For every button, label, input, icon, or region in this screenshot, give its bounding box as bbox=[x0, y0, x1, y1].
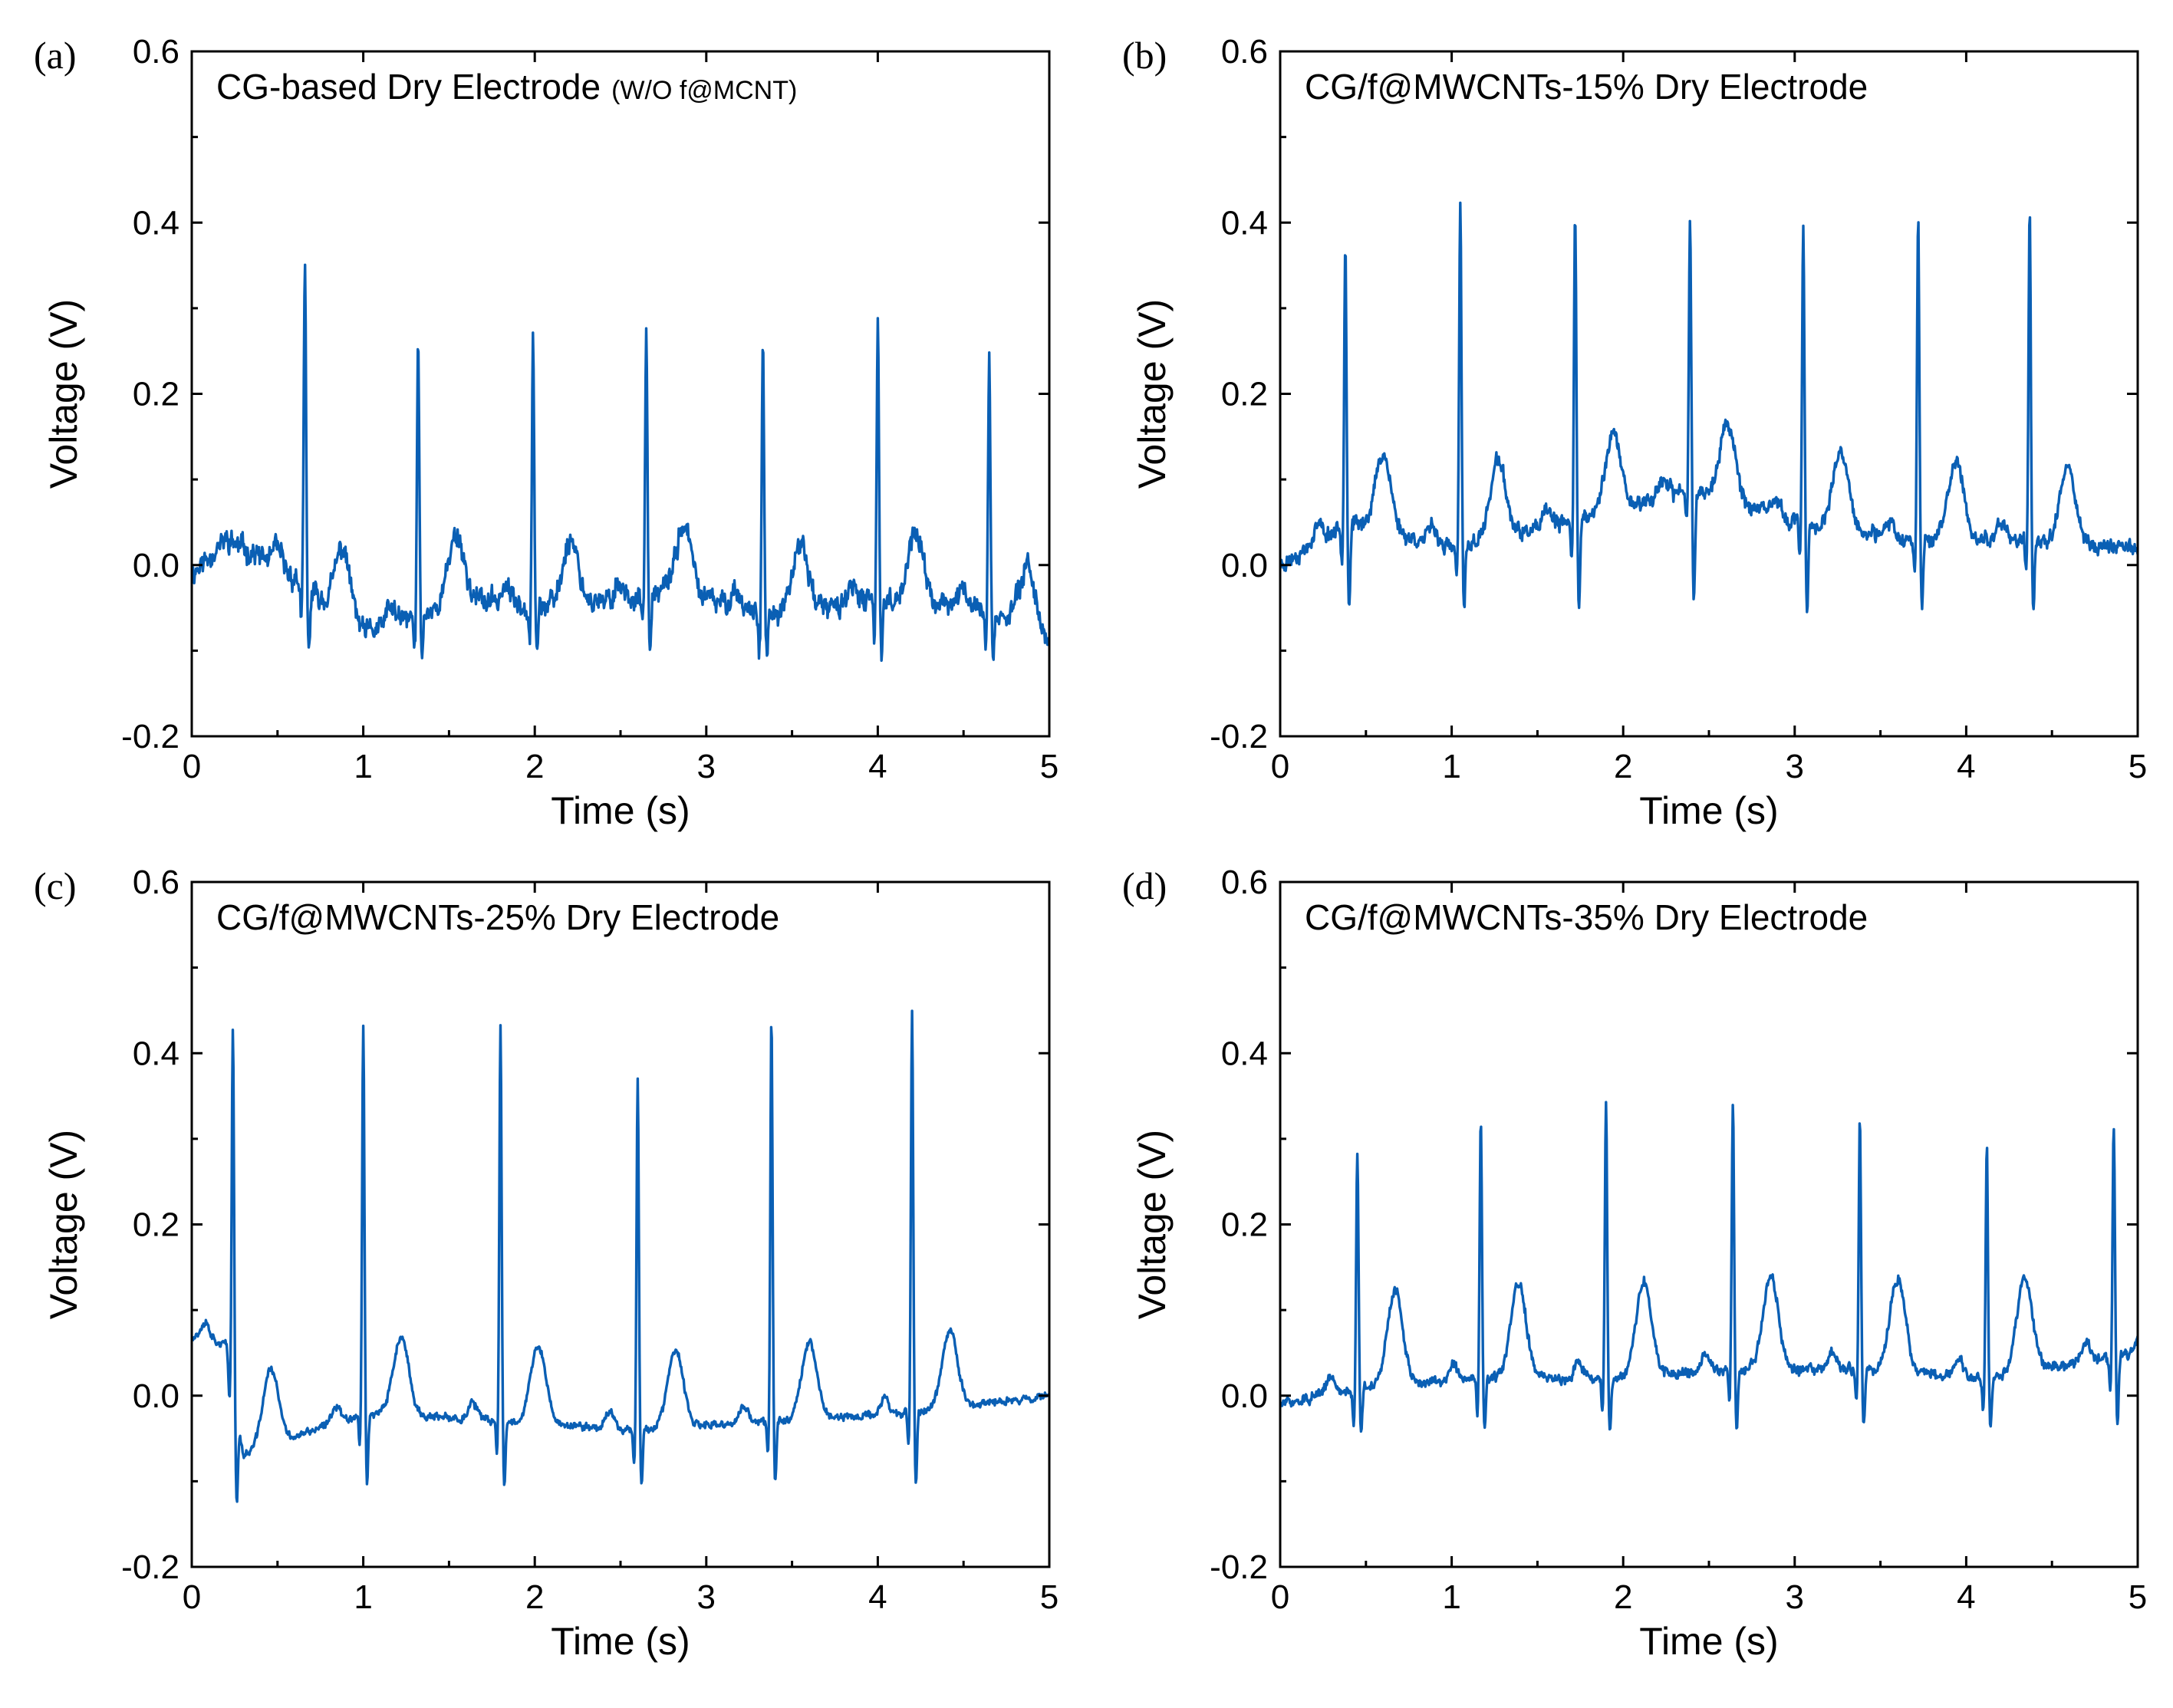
plot-frame bbox=[190, 50, 1051, 738]
ecg-trace bbox=[192, 1009, 1049, 1503]
panel-label: (a) bbox=[34, 34, 77, 77]
x-tick-label: 4 bbox=[1957, 748, 1975, 785]
x-tick-label: 1 bbox=[354, 1578, 372, 1616]
y-tick-label: 0.6 bbox=[133, 33, 179, 71]
x-tick-label: 5 bbox=[1040, 748, 1059, 785]
y-tick-label: 0.4 bbox=[133, 1035, 179, 1072]
y-axis-title: Voltage (V) bbox=[1131, 299, 1174, 489]
panel-title: CG/f@MWCNTs-25% Dry Electrode bbox=[216, 897, 779, 937]
y-tick-label: 0.4 bbox=[133, 204, 179, 242]
panel-label: (b) bbox=[1122, 34, 1167, 77]
chart-panel-1: 0 1 2 3 4 5 -0.2 0.0 0.2 0.4 0.6 Time (s) Voltage (V… bbox=[34, 33, 1059, 832]
x-tick-label: 2 bbox=[525, 1578, 544, 1616]
y-tick-label: 0.4 bbox=[1221, 1035, 1268, 1072]
x-tick-label: 3 bbox=[697, 748, 716, 785]
chart-panel-2: 0 1 2 3 4 5 -0.2 0.0 0.2 0.4 0.6 Time (s) Voltage (V… bbox=[1122, 33, 2147, 832]
x-tick-label: 5 bbox=[2129, 748, 2147, 785]
y-axis-title: Voltage (V) bbox=[42, 299, 85, 489]
plot-frame bbox=[190, 880, 1051, 1568]
x-tick-label: 4 bbox=[868, 1578, 887, 1616]
x-tick-label: 4 bbox=[1957, 1578, 1975, 1616]
panel-title: CG-based Dry Electrode (W/O f@MCNT) bbox=[216, 67, 797, 107]
x-tick-label: 3 bbox=[697, 1578, 716, 1616]
y-tick-label: 0.2 bbox=[133, 1206, 179, 1244]
y-tick-label: 0.0 bbox=[133, 1377, 179, 1415]
ecg-trace bbox=[1280, 201, 2138, 614]
ecg-trace bbox=[1280, 1101, 2138, 1433]
y-tick-label: -0.2 bbox=[121, 1548, 179, 1586]
x-tick-label: 2 bbox=[1614, 748, 1632, 785]
x-tick-label: 2 bbox=[525, 748, 544, 785]
x-tick-label: 5 bbox=[1040, 1578, 1059, 1616]
y-tick-label: -0.2 bbox=[1210, 1548, 1268, 1586]
x-tick-label: 1 bbox=[1442, 1578, 1460, 1616]
panel-title: CG/f@MWCNTs-15% Dry Electrode bbox=[1305, 67, 1868, 107]
x-axis-title: Time (s) bbox=[1639, 1620, 1778, 1663]
x-tick-label: 0 bbox=[1271, 1578, 1289, 1616]
y-tick-label: 0.0 bbox=[1221, 547, 1268, 584]
x-tick-label: 5 bbox=[2129, 1578, 2147, 1616]
panel-title-suffix: (W/O f@MCNT) bbox=[611, 76, 797, 105]
y-tick-label: 0.0 bbox=[133, 547, 179, 584]
x-axis-title: Time (s) bbox=[551, 789, 690, 832]
y-tick-label: 0.2 bbox=[1221, 1206, 1268, 1244]
x-tick-label: 1 bbox=[1442, 748, 1460, 785]
ecg-trace bbox=[192, 263, 1049, 662]
y-tick-label: 0.6 bbox=[1221, 864, 1268, 901]
y-tick-label: -0.2 bbox=[1210, 718, 1268, 755]
panel-label: (d) bbox=[1122, 864, 1167, 907]
y-tick-label: 0.2 bbox=[133, 376, 179, 413]
x-axis-title: Time (s) bbox=[1639, 789, 1778, 832]
x-tick-label: 1 bbox=[354, 748, 372, 785]
x-tick-label: 3 bbox=[1786, 748, 1804, 785]
chart-panel-4: 0 1 2 3 4 5 -0.2 0.0 0.2 0.4 0.6 Time (s) Voltage (V… bbox=[1122, 864, 2147, 1663]
x-tick-label: 0 bbox=[183, 748, 201, 785]
x-tick-label: 2 bbox=[1614, 1578, 1632, 1616]
plot-frame bbox=[1279, 880, 2139, 1568]
x-tick-label: 0 bbox=[1271, 748, 1289, 785]
y-axis-title: Voltage (V) bbox=[1131, 1130, 1174, 1319]
y-tick-label: -0.2 bbox=[121, 718, 179, 755]
chart-panel-3: 0 1 2 3 4 5 -0.2 0.0 0.2 0.4 0.6 Time (s) Voltage (V… bbox=[34, 864, 1059, 1663]
y-tick-label: 0.6 bbox=[133, 864, 179, 901]
y-tick-label: 0.0 bbox=[1221, 1377, 1268, 1415]
x-tick-label: 3 bbox=[1786, 1578, 1804, 1616]
x-tick-label: 4 bbox=[868, 748, 887, 785]
panel-title: CG/f@MWCNTs-35% Dry Electrode bbox=[1305, 897, 1868, 937]
x-tick-label: 0 bbox=[183, 1578, 201, 1616]
y-tick-label: 0.6 bbox=[1221, 33, 1268, 71]
plot-frame bbox=[1279, 50, 2139, 738]
y-tick-label: 0.2 bbox=[1221, 376, 1268, 413]
y-axis-title: Voltage (V) bbox=[42, 1130, 85, 1319]
x-axis-title: Time (s) bbox=[551, 1620, 690, 1663]
y-tick-label: 0.4 bbox=[1221, 204, 1268, 242]
panel-label: (c) bbox=[34, 864, 77, 907]
